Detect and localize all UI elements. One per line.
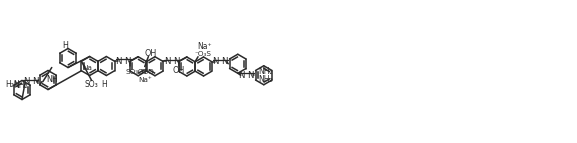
Text: OH: OH <box>144 49 156 58</box>
Text: H₂N: H₂N <box>5 80 20 89</box>
Text: Na: Na <box>83 65 92 71</box>
Text: ⁻OSO: ⁻OSO <box>135 69 155 76</box>
Text: NH₂: NH₂ <box>258 75 273 84</box>
Text: NH: NH <box>46 75 58 84</box>
Text: Na⁺: Na⁺ <box>198 42 212 51</box>
Text: N: N <box>173 57 179 66</box>
Text: SO₃: SO₃ <box>125 68 138 75</box>
Text: N: N <box>23 78 29 87</box>
Text: N: N <box>222 57 228 66</box>
Text: NH₂: NH₂ <box>258 67 273 76</box>
Text: NH₂: NH₂ <box>14 81 28 90</box>
Text: SO₃: SO₃ <box>85 80 99 89</box>
Text: N: N <box>124 57 131 66</box>
Text: ⁻O₃S: ⁻O₃S <box>194 51 212 57</box>
Text: N: N <box>238 71 245 80</box>
Text: OH: OH <box>173 66 185 75</box>
Text: N: N <box>248 71 254 80</box>
Text: H: H <box>101 80 107 89</box>
Text: N: N <box>115 57 122 66</box>
Text: H: H <box>62 41 68 50</box>
Text: N: N <box>164 57 170 66</box>
Text: N: N <box>32 78 38 87</box>
Text: N: N <box>212 57 219 66</box>
Text: Na⁺: Na⁺ <box>138 77 152 83</box>
Text: H: H <box>140 68 146 75</box>
